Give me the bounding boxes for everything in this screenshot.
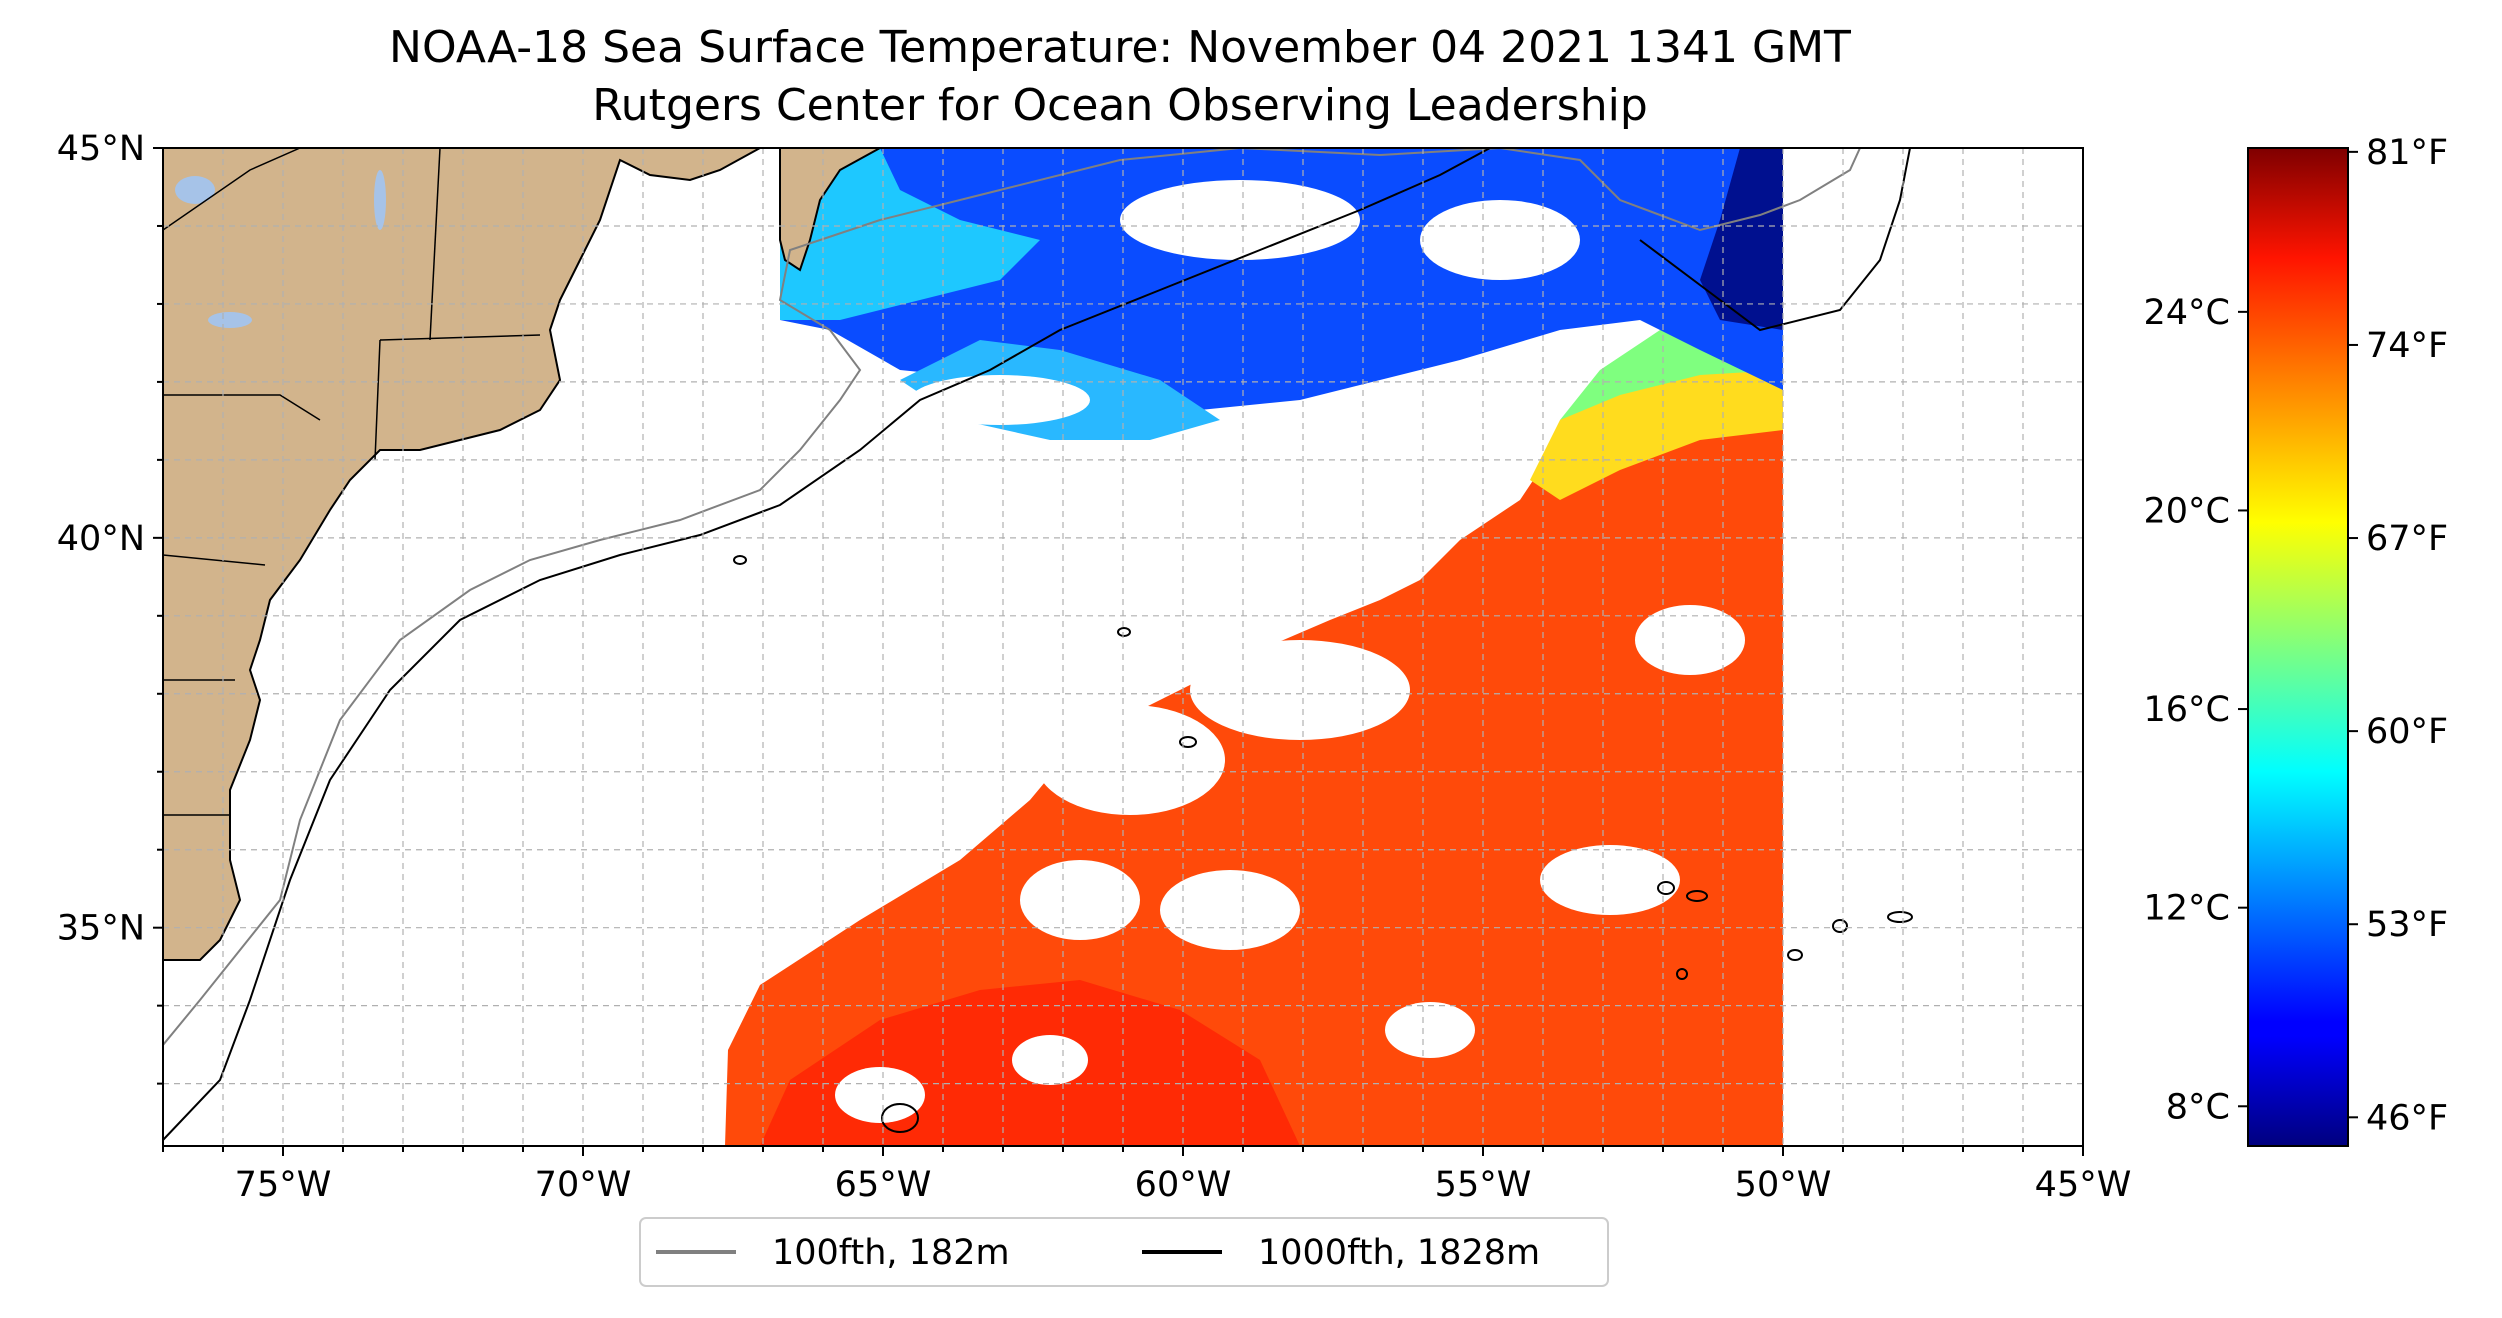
fahrenheit-tick-label: 67°F: [2366, 519, 2448, 559]
sst-warm-region: [725, 400, 1783, 1146]
lon-tick-label: 65°W: [835, 1165, 932, 1205]
sst-slope-water: [1530, 355, 1783, 500]
celsius-tick-label: 20°C: [2144, 491, 2230, 531]
lon-tick-label: 50°W: [1735, 1165, 1832, 1205]
fahrenheit-tick-label: 53°F: [2366, 905, 2448, 945]
legend-label-1000fth: 1000fth, 1828m: [1258, 1233, 1540, 1273]
lon-tick-label: 75°W: [235, 1165, 332, 1205]
state-borders: [163, 148, 541, 816]
fahrenheit-tick-label: 74°F: [2366, 326, 2448, 366]
celsius-tick-label: 8°C: [2166, 1087, 2230, 1127]
longitude-axis: 75°W 70°W 65°W 60°W 55°W 50°W 45°W: [162, 1146, 2132, 1205]
cloud-gaps: [835, 180, 1745, 1123]
celsius-tick-label: 24°C: [2144, 293, 2230, 333]
colorbar: 8°C 12°C 16°C 20°C 24°C 46°F 53°F 60°F 67°F 74°F…: [2144, 133, 2448, 1147]
lon-tick-label: 60°W: [1135, 1165, 1232, 1205]
sst-shelf-cyan: [780, 148, 1040, 320]
seamount-contours: [733, 555, 1913, 1133]
lat-tick-label: 40°N: [57, 519, 145, 559]
lat-tick-label: 35°N: [57, 909, 145, 949]
legend-box: [639, 1217, 1609, 1287]
land-nova-scotia: [779, 148, 881, 272]
land-mass: [163, 148, 761, 961]
graticule: [163, 148, 2083, 1146]
lon-tick-label: 55°W: [1435, 1165, 1532, 1205]
map-body: [163, 148, 2083, 1146]
lon-tick-label: 70°W: [535, 1165, 632, 1205]
colorbar-fahrenheit-axis: 46°F 53°F 60°F 67°F 74°F 81°F: [2348, 133, 2448, 1138]
isobath-100fth: [163, 148, 1861, 1046]
sst-very-cold: [1700, 148, 1783, 330]
colorbar-gradient: [2247, 147, 2349, 1147]
lon-tick-label: 45°W: [2035, 1165, 2132, 1205]
lakes: [175, 170, 386, 328]
celsius-tick-label: 12°C: [2144, 889, 2230, 929]
isobath-1000fth: [163, 148, 1911, 1141]
fahrenheit-tick-label: 60°F: [2366, 712, 2448, 752]
map-subtitle: Rutgers Center for Ocean Observing Leade…: [592, 80, 1648, 131]
fahrenheit-tick-label: 46°F: [2366, 1098, 2448, 1138]
legend-label-100fth: 100fth, 182m: [772, 1233, 1010, 1273]
lat-tick-label: 45°N: [57, 129, 145, 169]
fahrenheit-tick-label: 81°F: [2366, 133, 2448, 173]
map-title: NOAA-18 Sea Surface Temperature: Novembe…: [389, 22, 1851, 73]
colorbar-celsius-axis: 8°C 12°C 16°C 20°C 24°C: [2144, 293, 2248, 1127]
celsius-tick-label: 16°C: [2144, 690, 2230, 730]
legend: 100fth, 182m 1000fth, 1828m: [639, 1217, 1609, 1287]
latitude-axis: 45°N 40°N 35°N: [57, 129, 163, 1085]
